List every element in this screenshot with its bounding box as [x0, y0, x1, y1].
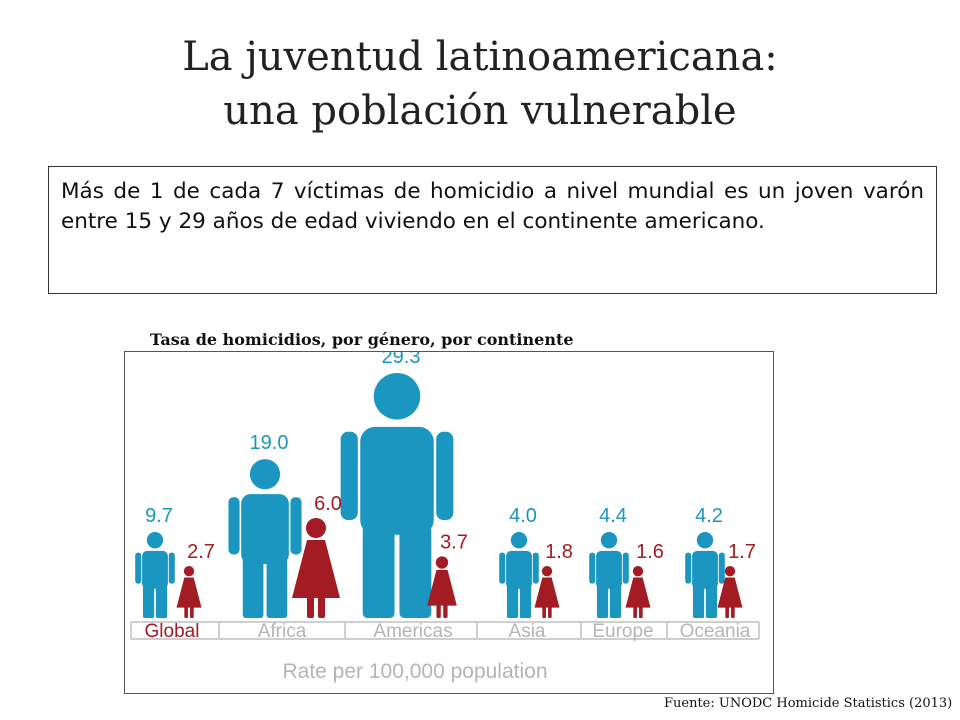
- male-value-label: 9.7: [145, 505, 173, 527]
- male-figure: [685, 532, 725, 618]
- pictogram-chart: Global Africa Americas Asia Europe Oceania Rat…: [130, 352, 760, 683]
- male-figure: [228, 459, 302, 618]
- body-text: Más de 1 de cada 7 víctimas de homicidio…: [61, 179, 924, 234]
- male-figure: [135, 532, 175, 618]
- category-label: Oceania: [680, 621, 751, 642]
- slide-title: La juventud latinoamericana: una poblaci…: [0, 30, 960, 138]
- body-text-box: Más de 1 de cada 7 víctimas de homicidio…: [48, 166, 937, 294]
- female-value-label: 1.7: [728, 541, 756, 563]
- male-value-label: 29.3: [382, 352, 421, 368]
- male-value-label: 4.2: [695, 505, 723, 527]
- chart-frame: Global Africa Americas Asia Europe Oceania Rat…: [124, 351, 774, 694]
- female-value-label: 1.8: [545, 541, 573, 563]
- male-value-label: 4.0: [509, 505, 537, 527]
- female-figure: [625, 566, 651, 618]
- female-figure: [176, 566, 202, 618]
- male-value-label: 4.4: [599, 505, 627, 527]
- source-note: Fuente: UNODC Homicide Statistics (2013): [664, 696, 953, 711]
- female-value-label: 6.0: [314, 493, 342, 515]
- female-figure: [717, 566, 743, 618]
- female-value-label: 1.6: [636, 541, 664, 563]
- female-figure: [427, 556, 457, 618]
- male-value-label: 19.0: [250, 432, 289, 454]
- female-value-label: 2.7: [187, 541, 215, 563]
- male-figure: [499, 532, 539, 618]
- female-figure: [534, 566, 560, 618]
- title-line-1: La juventud latinoamericana:: [182, 34, 778, 80]
- x-axis-label: Rate per 100,000 population: [282, 660, 547, 683]
- category-label: Europe: [592, 621, 653, 642]
- male-figure: [340, 373, 454, 618]
- category-label: Americas: [373, 621, 452, 642]
- chart-title: Tasa de homicidios, por género, por cont…: [150, 330, 574, 349]
- category-label: Global: [145, 621, 200, 642]
- category-label: Africa: [258, 621, 307, 642]
- female-figure: [292, 518, 340, 618]
- male-figure: [589, 532, 629, 618]
- female-value-label: 3.7: [440, 531, 468, 553]
- category-label: Asia: [509, 621, 546, 642]
- title-line-2: una población vulnerable: [223, 88, 737, 134]
